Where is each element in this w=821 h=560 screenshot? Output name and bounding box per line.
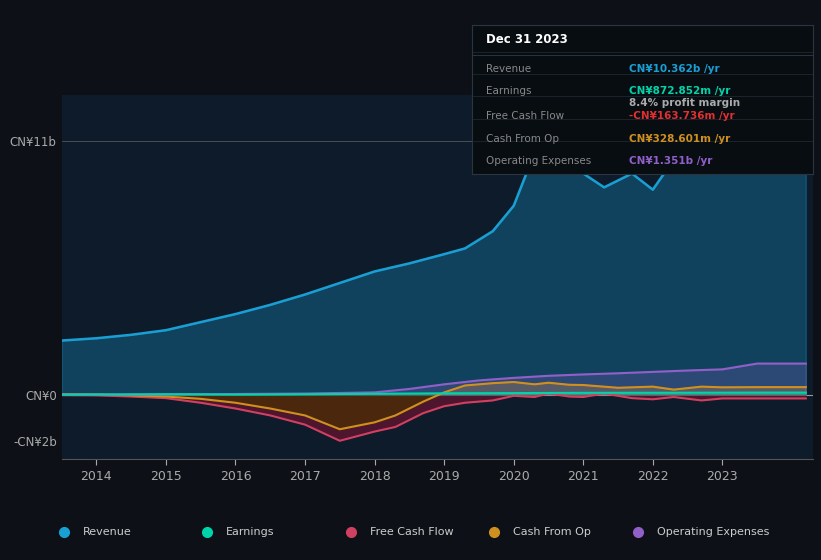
- Text: CN¥328.601m /yr: CN¥328.601m /yr: [629, 133, 730, 143]
- Text: Cash From Op: Cash From Op: [486, 133, 559, 143]
- Text: Operating Expenses: Operating Expenses: [657, 527, 769, 537]
- Text: Earnings: Earnings: [226, 527, 274, 537]
- Text: Revenue: Revenue: [83, 527, 131, 537]
- Text: CN¥10.362b /yr: CN¥10.362b /yr: [629, 64, 719, 74]
- Text: Dec 31 2023: Dec 31 2023: [486, 32, 567, 45]
- Text: Revenue: Revenue: [486, 64, 531, 74]
- Text: CN¥1.351b /yr: CN¥1.351b /yr: [629, 156, 712, 166]
- Text: Earnings: Earnings: [486, 86, 531, 96]
- Text: 8.4% profit margin: 8.4% profit margin: [629, 98, 740, 108]
- Text: CN¥872.852m /yr: CN¥872.852m /yr: [629, 86, 730, 96]
- Text: Free Cash Flow: Free Cash Flow: [486, 111, 564, 122]
- Text: -CN¥163.736m /yr: -CN¥163.736m /yr: [629, 111, 735, 122]
- Text: Operating Expenses: Operating Expenses: [486, 156, 591, 166]
- Text: Free Cash Flow: Free Cash Flow: [369, 527, 453, 537]
- Text: Cash From Op: Cash From Op: [513, 527, 591, 537]
